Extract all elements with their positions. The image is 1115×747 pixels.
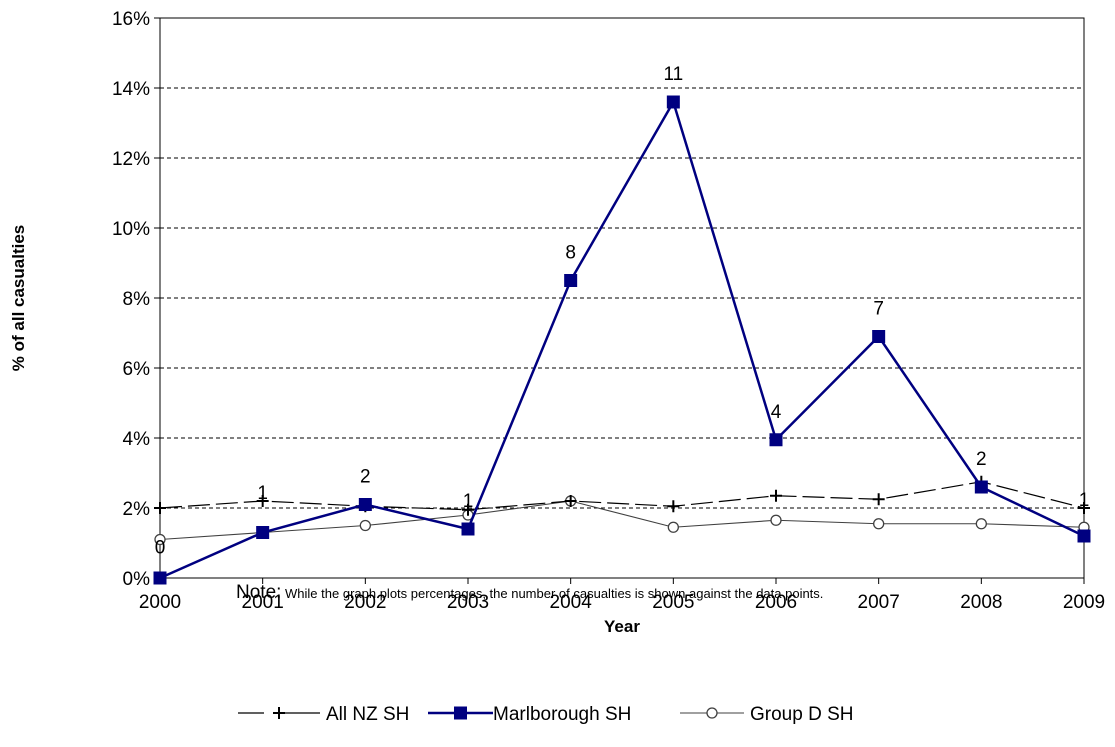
plus-marker	[770, 489, 782, 502]
x-axis-title: Year	[604, 617, 640, 636]
plus-marker	[256, 495, 269, 507]
plus-marker	[872, 493, 885, 506]
x-tick-label: 2003	[447, 592, 489, 613]
plus-marker	[1078, 502, 1090, 514]
legend-label: Group D SH	[750, 704, 853, 725]
legend-square-marker	[454, 706, 467, 720]
data-label: 8	[565, 243, 576, 264]
data-label: 2	[976, 449, 987, 470]
square-marker	[256, 526, 270, 539]
series-line	[159, 481, 1085, 511]
square-marker	[1077, 529, 1091, 543]
data-label: 11	[663, 64, 683, 85]
y-tick-label: 6%	[123, 359, 151, 380]
square-marker	[974, 480, 988, 494]
legend-item: All NZ SH	[238, 704, 409, 725]
y-tick-label: 12%	[112, 149, 150, 170]
x-tick-label: 2001	[242, 592, 284, 613]
x-tick-label: 2002	[344, 592, 386, 613]
legend: All NZ SH Marlborough SH Group D SH	[238, 704, 853, 725]
square-marker	[461, 522, 475, 536]
circle-marker	[359, 519, 371, 532]
legend-label: Marlborough SH	[493, 704, 631, 725]
circle-marker	[770, 514, 782, 526]
data-label: 1	[257, 483, 268, 504]
plus-marker	[564, 495, 577, 507]
x-tick-label: 2008	[960, 592, 1002, 613]
legend-item: Group D SH	[680, 704, 853, 725]
data-label: 7	[873, 299, 884, 320]
y-tick-label: 10%	[112, 219, 150, 240]
y-axis-ticks: 0% 2% 4% 6% 8% 10% 12% 14% 16%	[112, 9, 160, 590]
data-label: 2	[360, 467, 371, 488]
y-tick-label: 0%	[123, 569, 151, 590]
series-group	[153, 95, 1091, 585]
series-marlborough-sh	[153, 95, 1091, 585]
circle-marker	[975, 518, 987, 530]
square-marker	[564, 274, 578, 287]
legend-label: All NZ SH	[326, 704, 409, 725]
plus-marker	[154, 502, 166, 514]
y-tick-label: 4%	[123, 429, 151, 450]
y-tick-label: 14%	[112, 79, 150, 100]
note-lead: Note:	[236, 582, 282, 603]
y-tick-label: 2%	[123, 499, 151, 520]
x-tick-label: 2007	[858, 592, 900, 613]
data-label: 0	[155, 538, 166, 559]
data-label: 1	[463, 491, 474, 512]
data-label: 4	[771, 402, 782, 423]
square-marker	[769, 433, 783, 447]
square-marker	[666, 95, 680, 109]
legend-plus-marker	[273, 707, 285, 719]
square-marker	[153, 571, 167, 585]
x-tick-label: 2009	[1063, 592, 1105, 613]
plus-marker	[667, 500, 680, 513]
plus-marker	[462, 503, 474, 516]
x-tick-label: 2006	[755, 592, 797, 613]
note-body: While the graph plots percentages, the n…	[281, 586, 824, 601]
series-all-nz-sh	[154, 475, 1090, 516]
series-line	[159, 500, 1085, 541]
y-tick-label: 8%	[123, 289, 151, 310]
circle-marker	[667, 521, 679, 533]
square-marker	[358, 498, 372, 511]
circle-marker	[873, 518, 885, 530]
x-axis-ticks: 2000 2001 2002 2003 2004 2005 2006 2007 2008 2009	[139, 578, 1105, 613]
gridlines	[160, 87, 1084, 509]
y-axis-title: % of all casualties	[9, 225, 28, 371]
x-tick-label: 2005	[652, 592, 694, 613]
x-tick-label: 2004	[550, 592, 593, 613]
data-label: 1	[1079, 490, 1090, 511]
square-marker	[872, 330, 886, 343]
legend-circle-marker	[706, 707, 718, 719]
y-tick-label: 16%	[112, 9, 150, 30]
legend-item: Marlborough SH	[428, 704, 631, 725]
chart-note: Note: While the graph plots percentages,…	[236, 582, 823, 604]
circle-marker	[154, 533, 166, 546]
x-tick-label: 2000	[139, 592, 181, 613]
series-line	[159, 98, 1085, 580]
